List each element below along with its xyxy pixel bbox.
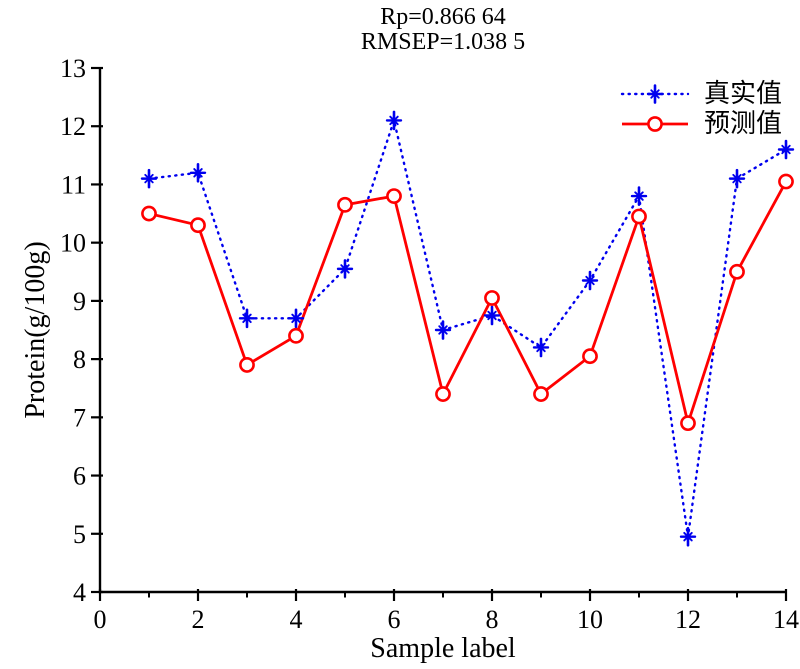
y-tick-label: 6 <box>73 462 86 491</box>
x-axis-title: Sample label <box>370 633 516 664</box>
circle-marker <box>631 208 647 225</box>
legend-item: 预测值 <box>620 109 782 139</box>
solid-circle-swatch-icon <box>622 116 688 132</box>
true-series-line <box>147 115 788 537</box>
x-tick-label: 4 <box>290 605 303 634</box>
asterisk-marker <box>646 84 664 104</box>
asterisk-marker <box>581 270 599 291</box>
circle-marker <box>190 217 206 234</box>
circle-marker <box>141 205 157 222</box>
chart-title-line1: Rp=0.866 64 <box>380 4 506 30</box>
asterisk-marker <box>679 526 697 547</box>
asterisk-marker <box>385 110 403 131</box>
asterisk-marker <box>630 186 648 206</box>
asterisk-marker <box>336 259 354 279</box>
chart-title-line2: RMSEP=1.038 5 <box>360 29 526 55</box>
y-tick-label: 11 <box>61 170 86 199</box>
circle-marker <box>239 357 255 373</box>
y-tick-label: 12 <box>60 112 86 141</box>
circle-marker <box>337 196 353 213</box>
asterisk-marker <box>483 305 501 326</box>
y-tick-label: 8 <box>73 345 86 374</box>
circle-marker <box>582 348 598 365</box>
asterisk-marker <box>238 308 256 329</box>
circle-marker <box>647 116 663 132</box>
circle-marker <box>484 290 500 306</box>
dotted-asterisk-swatch-icon <box>620 84 690 104</box>
legend-item: 真实值 <box>620 79 782 109</box>
circle-marker <box>680 415 696 432</box>
x-tick-label: 0 <box>94 605 107 634</box>
circle-marker <box>729 263 745 280</box>
circle-marker <box>435 386 451 402</box>
asterisk-marker <box>532 337 550 358</box>
x-tick-label: 12 <box>675 605 701 634</box>
circle-marker <box>386 188 402 204</box>
legend-label: 真实值 <box>704 79 783 108</box>
x-tick-label: 10 <box>577 605 603 634</box>
circle-marker <box>533 386 549 402</box>
pred-series-line <box>148 180 788 429</box>
y-tick-label: 4 <box>73 578 86 607</box>
y-axis-title: Protein(g/100g) <box>20 241 51 419</box>
legend-label: 预测值 <box>704 109 783 138</box>
x-tick-label: 8 <box>486 605 499 634</box>
x-tick-label: 14 <box>773 605 799 634</box>
asterisk-marker <box>728 168 746 189</box>
y-tick-label: 7 <box>73 403 86 432</box>
asterisk-marker <box>189 163 207 183</box>
x-tick-label: 2 <box>192 605 205 634</box>
asterisk-marker <box>287 308 305 329</box>
circle-marker <box>778 173 794 190</box>
y-tick-label: 10 <box>60 229 86 258</box>
y-tick-label: 13 <box>60 54 86 83</box>
x-tick-label: 6 <box>388 605 401 634</box>
asterisk-marker <box>434 320 452 340</box>
circle-marker <box>288 327 304 344</box>
asterisk-marker <box>777 139 795 160</box>
y-tick-label: 9 <box>73 287 86 316</box>
asterisk-marker <box>140 168 158 189</box>
legend: 真实值 预测值 <box>620 79 782 139</box>
y-tick-label: 5 <box>73 520 86 549</box>
